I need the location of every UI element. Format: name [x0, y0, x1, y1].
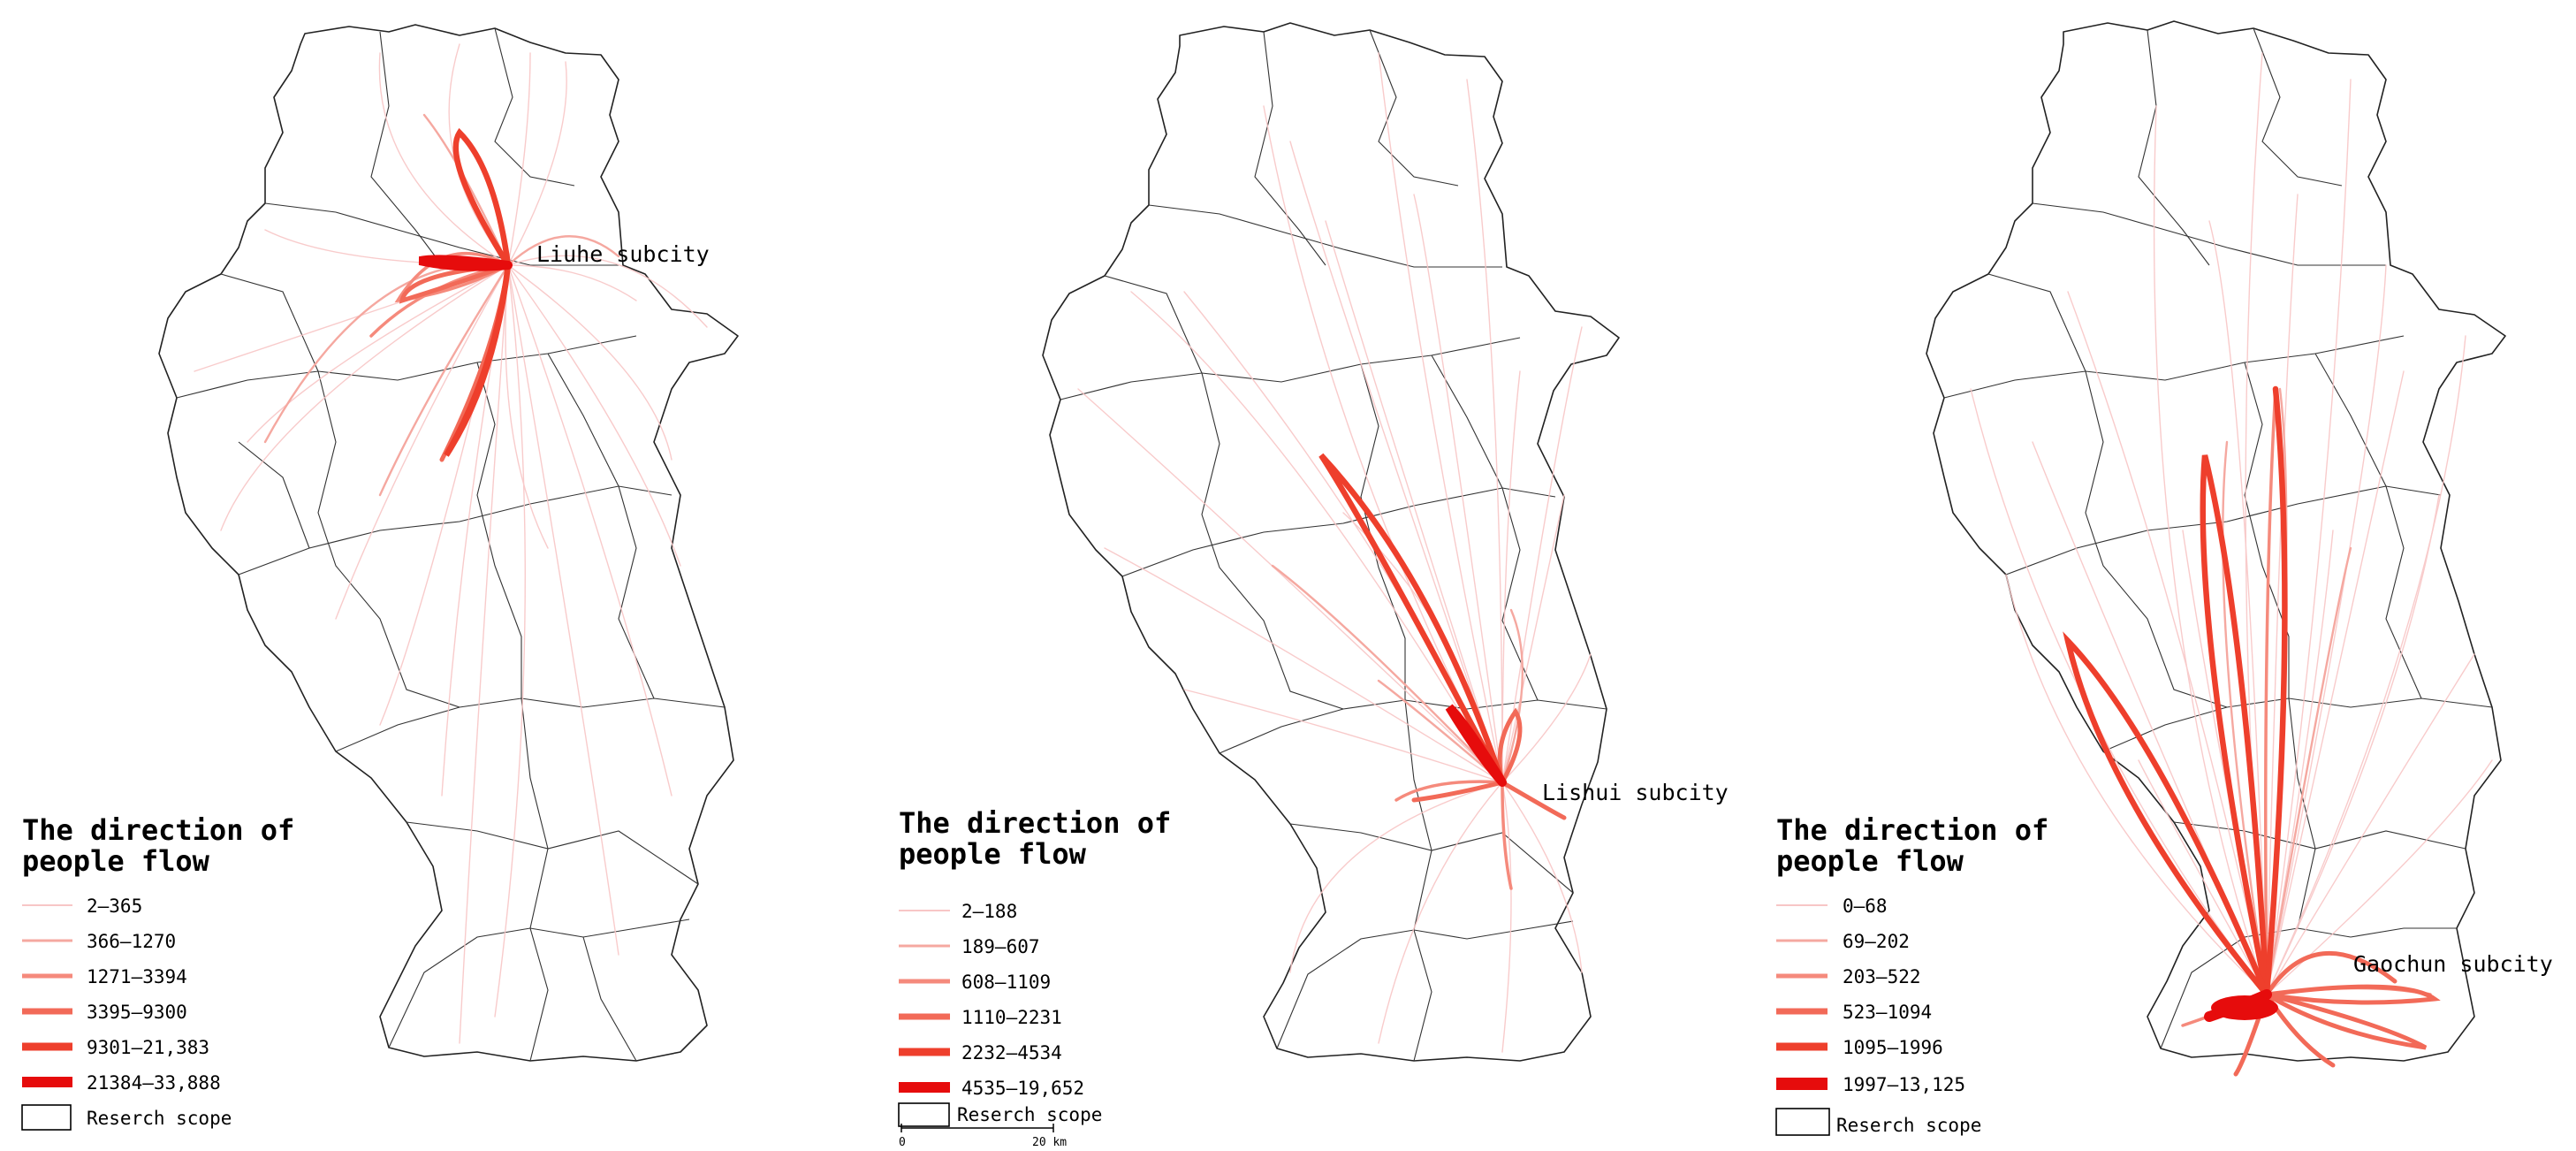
- legend-title-line1: The direction of: [1776, 813, 2048, 847]
- legend-title-line1: The direction of: [22, 813, 294, 847]
- legend-label-class2: 189—607: [961, 936, 1040, 957]
- research-scope-outline: [158, 24, 739, 1062]
- subcity-label: Gaochun subcity: [2353, 951, 2553, 977]
- district-boundaries: [1943, 27, 2493, 1049]
- subcity-label: Liuhe subcity: [536, 241, 710, 267]
- legend: The direction of people flow 2—365 366—1…: [21, 813, 294, 1131]
- legend-label-class3: 608—1109: [961, 972, 1051, 993]
- legend-title-line1: The direction of: [899, 806, 1171, 840]
- research-scope-outline: [1042, 22, 1620, 1062]
- legend-scope-label: Reserch scope: [1836, 1115, 1981, 1136]
- map-panel-liuhe: Liuhe subcity The direction of people fl…: [21, 24, 739, 1131]
- map-panel-lishui: Lishui subcity The direction of people f…: [898, 22, 1729, 1149]
- legend-label-class6: 1997—13,125: [1843, 1074, 1965, 1095]
- legend: The direction of people flow 0—68 69—202…: [1775, 813, 2048, 1136]
- legend-label-class5: 9301—21,383: [87, 1037, 209, 1058]
- legend-scope-label: Reserch scope: [957, 1104, 1102, 1125]
- legend-label-class6: 21384—33,888: [87, 1072, 221, 1094]
- legend-scope-label: Reserch scope: [87, 1108, 232, 1129]
- legend-label-class1: 2—365: [87, 896, 142, 917]
- flow-lines: [1077, 52, 1592, 1053]
- legend-label-class5: 1095—1996: [1843, 1037, 1943, 1058]
- legend-label-class4: 1110—2231: [961, 1007, 1062, 1028]
- legend-label-class4: 523—1094: [1843, 1002, 1932, 1023]
- legend-label-class2: 69—202: [1843, 931, 1910, 952]
- flow-lines: [1970, 52, 2493, 1077]
- legend-label-class1: 2—188: [961, 901, 1017, 922]
- legend-title-line2: people flow: [22, 844, 210, 878]
- legend-label-class4: 3395—9300: [87, 1002, 187, 1023]
- legend-label-class1: 0—68: [1843, 896, 1888, 917]
- legend-scope-swatch: [1775, 1108, 1830, 1136]
- legend-label-class2: 366—1270: [87, 931, 176, 952]
- legend-label-class3: 1271—3394: [87, 966, 187, 987]
- district-boundaries: [176, 27, 726, 1062]
- legend-title-line2: people flow: [1776, 844, 1964, 878]
- legend-label-class6: 4535—19,652: [961, 1078, 1084, 1099]
- legend-label-class5: 2232—4534: [961, 1042, 1062, 1063]
- flow-lines: [194, 43, 708, 1044]
- scale-bar: 0 20 km: [899, 1124, 1067, 1149]
- subcity-label: Lishui subcity: [1542, 780, 1729, 805]
- legend-scope-swatch: [898, 1102, 950, 1127]
- scale-bar-end: 20 km: [1032, 1136, 1067, 1149]
- scale-bar-start: 0: [899, 1136, 906, 1149]
- research-scope-outline: [1926, 20, 2506, 1062]
- legend-title-line2: people flow: [899, 837, 1087, 871]
- map-panel-gaochun: Gaochun subcity The direction of people …: [1775, 20, 2553, 1136]
- legend: The direction of people flow 2—188 189—6…: [898, 806, 1171, 1149]
- district-boundaries: [1060, 29, 1607, 1062]
- legend-label-class3: 203—522: [1843, 966, 1921, 987]
- legend-scope-swatch: [21, 1104, 72, 1131]
